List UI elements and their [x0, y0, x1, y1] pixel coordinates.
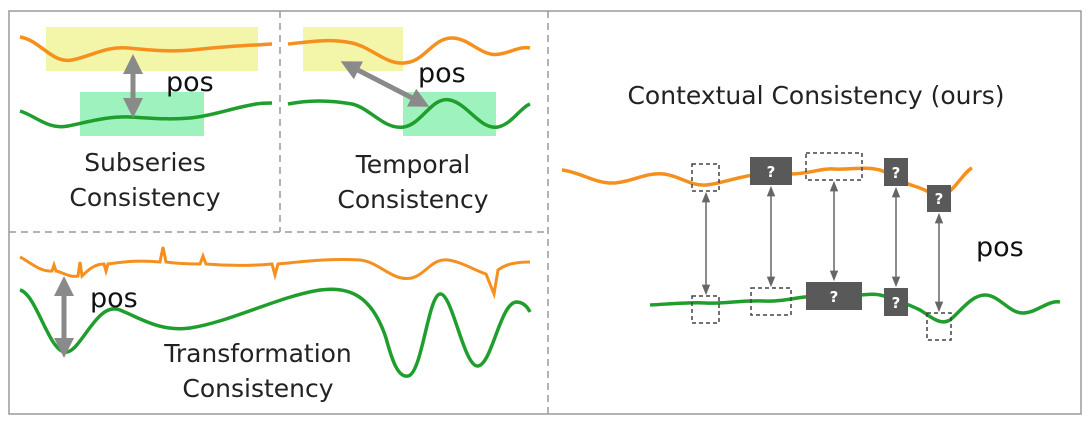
context-box-a1 [691, 163, 720, 192]
context-box-b2 [750, 287, 792, 316]
masked-symbol-a4: ? [892, 164, 901, 182]
subseries-title-line2: Consistency [69, 183, 220, 212]
temporal-panel: pos Temporal Consistency [287, 27, 531, 214]
temporal-pos-label: pos [418, 58, 466, 89]
transformation-series-a [19, 246, 531, 300]
temporal-title-line2: Consistency [337, 185, 488, 214]
masked-box-a2 [750, 157, 792, 185]
subseries-panel: pos Subseries Consistency [19, 27, 273, 212]
masked-box-a4 [884, 158, 908, 186]
masked-symbol-b3: ? [830, 288, 839, 306]
transformation-pos-label: pos [90, 283, 138, 314]
temporal-title-line1: Temporal [355, 150, 470, 179]
masked-box-a5 [927, 185, 951, 212]
subseries-title-line1: Subseries [84, 148, 206, 177]
masked-symbol-a2: ? [767, 163, 776, 181]
transformation-title-line2: Consistency [182, 374, 333, 403]
contextual-panel: Contextual Consistency (ours) ? ? ? ? ? … [561, 81, 1061, 341]
context-box-b5 [926, 312, 952, 341]
figure-border [8, 10, 1082, 415]
subseries-pos-label: pos [166, 67, 214, 98]
masked-symbol-b4: ? [892, 294, 901, 312]
temporal-pos-arrow [340, 61, 430, 107]
masked-symbol-a5: ? [935, 190, 944, 208]
contextual-pos-label: pos [976, 232, 1024, 263]
transformation-title-line1: Transformation [163, 339, 352, 368]
transformation-series-b [19, 287, 532, 378]
masked-box-b4 [884, 288, 908, 316]
subseries-series-a [19, 35, 273, 63]
context-box-a3 [805, 152, 863, 181]
masked-box-b3 [806, 282, 862, 310]
subseries-highlight-b [80, 92, 204, 136]
contextual-title: Contextual Consistency (ours) [627, 81, 1004, 110]
temporal-series-a [287, 36, 531, 65]
subseries-series-b [19, 101, 273, 129]
context-box-b1 [691, 295, 720, 324]
temporal-highlight-a [303, 27, 403, 71]
transformation-panel: pos Transformation Consistency [19, 246, 532, 403]
